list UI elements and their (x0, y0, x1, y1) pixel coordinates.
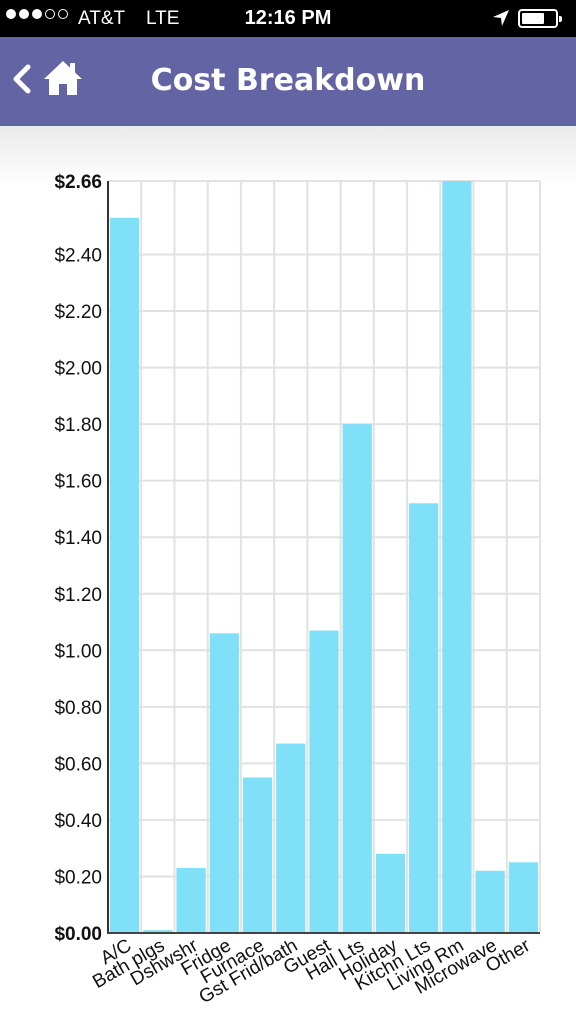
signal-dot (19, 9, 29, 19)
signal-strength-icon (6, 9, 68, 19)
y-tick-label: $2.20 (54, 302, 102, 323)
y-tick-label: $0.60 (54, 754, 102, 775)
nav-bar: Cost Breakdown (0, 37, 576, 126)
clock: 12:16 PM (244, 7, 332, 29)
chevron-left-icon[interactable] (8, 59, 36, 99)
y-tick-label: $2.40 (54, 246, 102, 267)
y-tick-label: $0.20 (54, 867, 102, 888)
bar-a-c (110, 217, 140, 933)
bar-dshwshr (176, 867, 206, 933)
network-type: LTE (146, 8, 180, 29)
page-title: Cost Breakdown (150, 63, 426, 98)
cost-breakdown-chart: $0.00 $0.20 $0.40 $0.60 $0.80 $1.00 $1.20 $1.40… (54, 172, 541, 1008)
signal-dot (45, 9, 55, 19)
bar-furnace (242, 777, 273, 933)
y-tick-label: $2.66 (54, 172, 102, 193)
bar-guest (309, 630, 339, 933)
signal-dot (58, 9, 68, 19)
carrier-name: AT&T (78, 8, 126, 29)
y-tick-label: $0.40 (54, 811, 102, 832)
y-tick-label: $2.00 (54, 359, 102, 380)
y-tick-label: $1.20 (54, 585, 102, 606)
bar-holiday (375, 853, 406, 933)
signal-dot (32, 9, 42, 19)
bar-microwave (475, 870, 505, 933)
signal-dot (6, 9, 16, 19)
y-tick-label: $0.00 (54, 924, 102, 945)
bar-gst-frid-bath (276, 743, 306, 933)
bar-kitchn-lts (409, 503, 439, 933)
bar-fridge (209, 633, 239, 933)
y-tick-label: $1.00 (54, 641, 102, 662)
home-icon[interactable] (42, 57, 84, 99)
battery-icon (518, 9, 562, 28)
bar-other (508, 862, 538, 933)
content-shadow (0, 126, 576, 186)
bar-living-rm (442, 181, 472, 933)
y-tick-label: $1.60 (54, 472, 102, 493)
y-tick-label: $0.80 (54, 698, 102, 719)
bar-hall-lts (342, 424, 372, 933)
location-arrow-icon (493, 10, 509, 26)
y-tick-label: $1.40 (54, 528, 102, 549)
status-bar: AT&T LTE 12:16 PM (0, 0, 576, 37)
bar-bath-plgs (143, 930, 173, 933)
y-tick-label: $1.80 (54, 415, 102, 436)
